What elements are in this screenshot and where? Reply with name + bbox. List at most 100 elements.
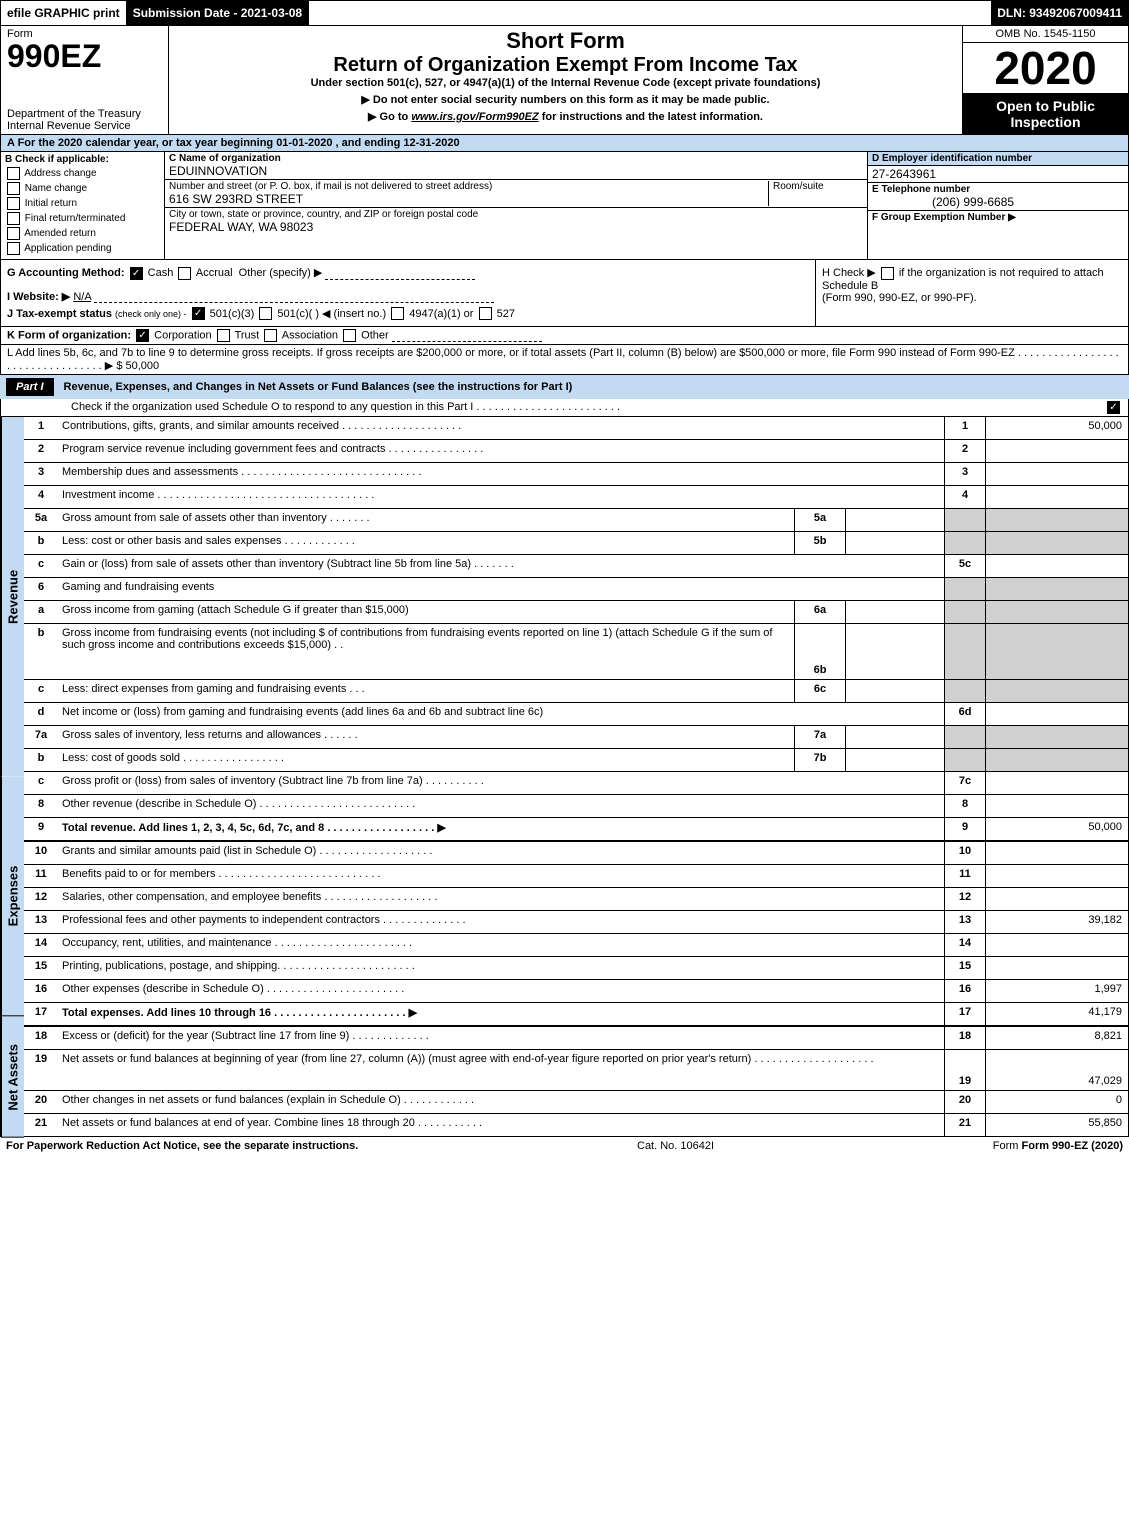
l7b-midval (845, 749, 944, 771)
efile-label: efile GRAPHIC print (1, 1, 127, 25)
l19-refnum: 19 (944, 1050, 985, 1090)
line-8: 8 Other revenue (describe in Schedule O)… (24, 794, 1128, 817)
l16-desc: Other expenses (describe in Schedule O) … (58, 980, 944, 1002)
l4-refnum: 4 (944, 486, 985, 508)
l21-refnum: 21 (944, 1114, 985, 1136)
chk-app-pending[interactable] (7, 242, 20, 255)
chk-trust[interactable] (217, 329, 230, 342)
l7b-mid: 7b (794, 749, 845, 771)
do-not-enter-ssn: ▶ Do not enter social security numbers o… (175, 93, 956, 106)
l5a-val (985, 509, 1128, 531)
l12-num: 12 (24, 888, 58, 910)
l5a-refnum (944, 509, 985, 531)
chk-schedule-o[interactable] (1107, 401, 1120, 414)
l13-desc: Professional fees and other payments to … (58, 911, 944, 933)
l13-val: 39,182 (985, 911, 1128, 933)
l5b-midval (845, 532, 944, 554)
l7c-val (985, 772, 1128, 794)
l8-val (985, 795, 1128, 817)
l14-val (985, 934, 1128, 956)
l2-refnum: 2 (944, 440, 985, 462)
l9-desc: Total revenue. Add lines 1, 2, 3, 4, 5c,… (58, 818, 944, 840)
l5b-num: b (24, 532, 58, 554)
l5b-val (985, 532, 1128, 554)
line-7b: b Less: cost of goods sold . . . . . . .… (24, 748, 1128, 771)
l6a-num: a (24, 601, 58, 623)
part-i-title: Revenue, Expenses, and Changes in Net As… (64, 381, 573, 393)
box-l-val: $ 50,000 (116, 360, 159, 372)
line-10: 10 Grants and similar amounts paid (list… (24, 840, 1128, 864)
l2-val (985, 440, 1128, 462)
l6b-val (985, 624, 1128, 679)
l15-num: 15 (24, 957, 58, 979)
l7a-refnum (944, 726, 985, 748)
box-k-label: K Form of organization: (7, 330, 131, 342)
l18-desc: Excess or (deficit) for the year (Subtra… (58, 1027, 944, 1049)
chk-501c[interactable] (259, 307, 272, 320)
l4-desc: Investment income . . . . . . . . . . . … (58, 486, 944, 508)
lbl-501c: 501(c)( ) ◀ (insert no.) (277, 308, 386, 320)
l7a-num: 7a (24, 726, 58, 748)
l6a-val (985, 601, 1128, 623)
l20-desc: Other changes in net assets or fund bala… (58, 1091, 944, 1113)
l6b-num: b (24, 624, 58, 679)
chk-name-change[interactable] (7, 182, 20, 195)
l6a-refnum (944, 601, 985, 623)
l21-desc: Net assets or fund balances at end of ye… (58, 1114, 944, 1136)
lbl-amended: Amended return (24, 228, 96, 239)
l6d-num: d (24, 703, 58, 725)
l18-val: 8,821 (985, 1027, 1128, 1049)
l19-val: 47,029 (985, 1050, 1128, 1090)
l7a-midval (845, 726, 944, 748)
chk-initial-return[interactable] (7, 197, 20, 210)
footer-right: Form Form 990-EZ (2020) (993, 1140, 1123, 1152)
department: Department of the Treasury Internal Reve… (7, 108, 162, 132)
part-i-check-row: Check if the organization used Schedule … (0, 399, 1129, 417)
part-i-header: Part I Revenue, Expenses, and Changes in… (0, 375, 1129, 399)
l15-desc: Printing, publications, postage, and shi… (58, 957, 944, 979)
omb-number: OMB No. 1545-1150 (963, 26, 1128, 43)
other-method-input[interactable] (325, 279, 475, 280)
chk-amended[interactable] (7, 227, 20, 240)
g-left: G Accounting Method: Cash Accrual Other … (1, 260, 815, 326)
chk-corporation[interactable] (136, 329, 149, 342)
chk-accrual[interactable] (178, 267, 191, 280)
l3-refnum: 3 (944, 463, 985, 485)
l15-val (985, 957, 1128, 979)
line-15: 15 Printing, publications, postage, and … (24, 956, 1128, 979)
l6-refnum (944, 578, 985, 600)
line-7a: 7a Gross sales of inventory, less return… (24, 725, 1128, 748)
street-label: Number and street (or P. O. box, if mail… (169, 181, 492, 192)
l12-val (985, 888, 1128, 910)
chk-other-org[interactable] (343, 329, 356, 342)
ledger-wrapper: Revenue Expenses Net Assets 1 Contributi… (0, 417, 1129, 1137)
chk-501c3[interactable] (192, 307, 205, 320)
l1-desc: Contributions, gifts, grants, and simila… (58, 417, 944, 439)
line-18: 18 Excess or (deficit) for the year (Sub… (24, 1025, 1128, 1049)
box-e-label: E Telephone number (872, 184, 970, 195)
l21-val: 55,850 (985, 1114, 1128, 1136)
chk-4947[interactable] (391, 307, 404, 320)
goto-link[interactable]: www.irs.gov/Form990EZ (411, 111, 538, 123)
lbl-4947: 4947(a)(1) or (409, 308, 473, 320)
l11-val (985, 865, 1128, 887)
top-spacer (309, 1, 991, 25)
box-l: L Add lines 5b, 6c, and 7b to line 9 to … (0, 345, 1129, 375)
chk-association[interactable] (264, 329, 277, 342)
box-l-text: L Add lines 5b, 6c, and 7b to line 9 to … (7, 347, 1119, 372)
line-5c: c Gain or (loss) from sale of assets oth… (24, 554, 1128, 577)
chk-final-return[interactable] (7, 212, 20, 225)
chk-cash[interactable] (130, 267, 143, 280)
line-3: 3 Membership dues and assessments . . . … (24, 462, 1128, 485)
chk-address-change[interactable] (7, 167, 20, 180)
lbl-other-org: Other (361, 330, 389, 342)
chk-527[interactable] (479, 307, 492, 320)
chk-h[interactable] (881, 267, 894, 280)
l6b-midval (845, 624, 944, 679)
l1-refnum: 1 (944, 417, 985, 439)
footer-mid: Cat. No. 10642I (637, 1140, 714, 1152)
l8-num: 8 (24, 795, 58, 817)
irs-label: Internal Revenue Service (7, 120, 131, 132)
lbl-name-change: Name change (25, 183, 87, 194)
l11-refnum: 11 (944, 865, 985, 887)
